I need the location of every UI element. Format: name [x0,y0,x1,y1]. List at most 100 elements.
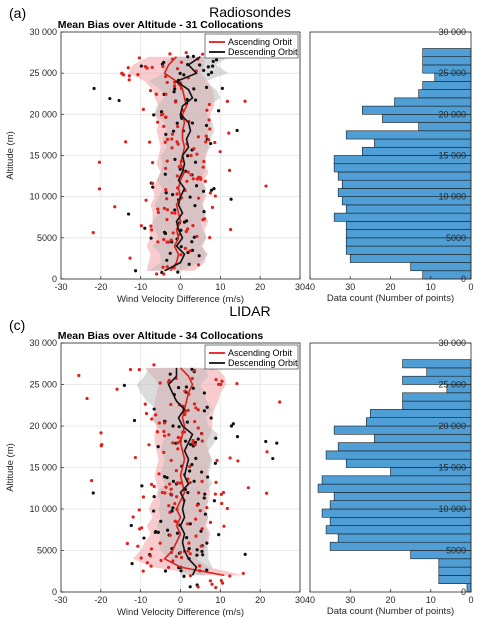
data-point-ascending [188,249,192,253]
hist-bar [402,359,472,369]
data-point-ascending [162,434,167,438]
data-point-descending [173,87,177,91]
data-point-descending [193,160,198,164]
data-point-descending [231,422,235,426]
data-point-ascending [208,127,212,131]
data-point-descending [209,141,213,146]
data-point-ascending [99,444,103,448]
data-point-ascending [169,487,173,491]
data-point-ascending [137,368,141,372]
data-point-descending [165,528,170,532]
data-point-ascending [149,224,153,228]
data-point-ascending [150,65,154,70]
data-point-descending [122,383,126,387]
data-point-descending [201,189,206,193]
data-point-ascending [97,160,102,164]
data-point-descending [193,98,198,102]
data-point-ascending [200,527,204,531]
data-point-descending [192,235,196,239]
hist-bar [321,475,472,485]
data-point-ascending [150,228,154,232]
data-point-descending [152,494,156,499]
data-point-ascending [225,506,229,511]
data-point-ascending [183,389,187,393]
data-point-descending [178,167,182,171]
data-point-descending [229,197,233,201]
data-point-descending [212,499,216,503]
data-point-descending [186,154,190,158]
data-point-ascending [236,459,240,463]
hist-bar [317,483,472,493]
data-point-descending [209,70,214,75]
data-point-descending [209,188,214,192]
data-point-descending [175,531,180,535]
data-point-descending [202,209,206,214]
data-point-ascending [186,549,190,553]
data-point-ascending [163,166,168,171]
data-point-ascending [156,207,160,211]
data-point-ascending [115,387,119,391]
data-point-ascending [136,73,140,77]
data-point-ascending [131,515,135,519]
data-point-ascending [162,429,166,434]
data-point-ascending [170,211,174,215]
data-point-descending [220,86,224,90]
data-point-ascending [165,80,169,85]
data-point-ascending [164,187,168,192]
hist-bar [394,97,472,107]
data-point-descending [271,456,275,461]
data-point-descending [193,204,197,208]
data-point-ascending [169,238,173,242]
data-point-descending [162,230,167,234]
x-tick-label: -30 [54,595,67,605]
data-point-ascending [172,84,177,88]
data-point-ascending [165,197,169,201]
data-point-descending [156,445,160,449]
legend-label: Descending Orbit [228,358,298,368]
mean-line-descending [164,56,201,272]
data-point-ascending [188,574,193,578]
data-point-descending [202,391,207,395]
data-point-descending [194,456,198,461]
data-point-descending [173,208,177,212]
x-axis-label: Wind Velocity Difference (m/s) [117,294,244,305]
data-point-ascending [147,443,151,447]
data-point-ascending [157,421,161,425]
hist-y-tick-label: 20 000 [438,421,466,431]
x-tick-label: 0 [178,595,183,605]
data-point-ascending [194,534,198,538]
data-point-ascending [168,533,172,537]
data-point-ascending [215,458,219,463]
data-point-ascending [278,400,282,404]
data-point-descending [197,254,201,258]
data-point-descending [165,475,169,480]
data-point-descending [203,492,207,496]
hist-bar [333,212,472,222]
data-point-ascending [144,411,149,416]
data-point-descending [152,113,156,117]
data-point-descending [235,128,239,133]
mean-line-ascending [163,367,225,577]
data-point-descending [156,530,160,534]
data-point-ascending [165,217,169,222]
data-point-ascending [191,441,195,445]
data-point-ascending [173,100,178,104]
data-point-ascending [167,433,171,437]
data-point-descending [235,435,240,439]
data-point-ascending [187,541,191,545]
hist-bar [325,450,472,460]
hist-bar [337,533,472,543]
data-point-ascending [194,517,198,521]
x-tick-label: 30 [295,595,305,605]
data-point-descending [179,569,183,573]
data-point-ascending [192,402,197,406]
data-point-descending [188,522,192,526]
data-point-ascending [156,210,160,214]
hist-bar [402,392,472,402]
data-point-ascending [163,140,167,144]
data-point-ascending [156,240,160,244]
data-point-ascending [186,170,190,174]
data-point-ascending [139,224,143,228]
data-point-ascending [162,124,166,128]
